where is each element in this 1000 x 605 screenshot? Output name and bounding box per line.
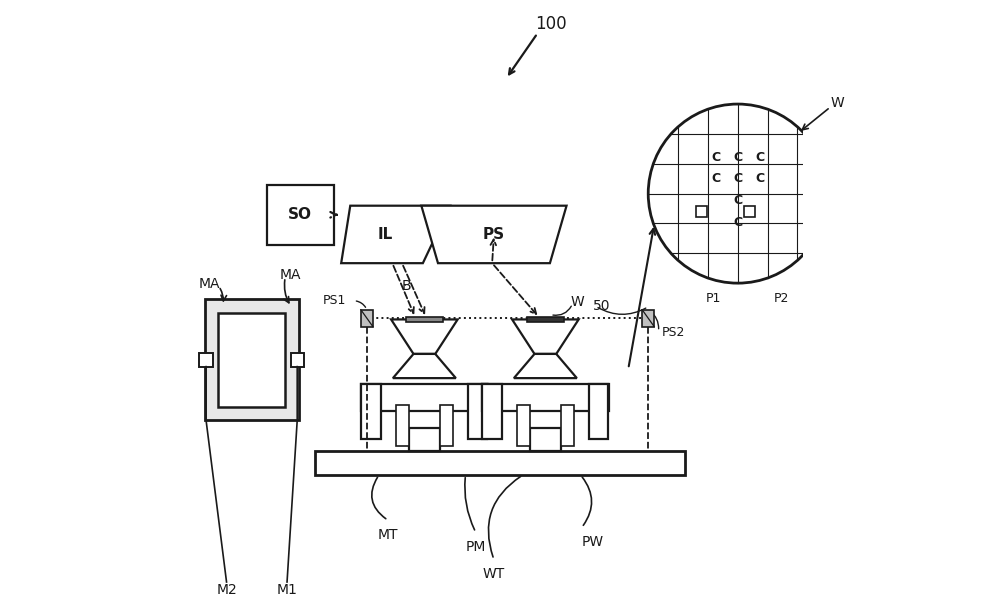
Text: PM: PM <box>466 540 486 554</box>
Text: C: C <box>733 172 742 185</box>
Text: P2: P2 <box>774 292 789 305</box>
Text: PS: PS <box>483 227 505 242</box>
Polygon shape <box>391 319 458 354</box>
Text: PS2: PS2 <box>662 326 686 339</box>
Text: MT: MT <box>378 528 398 541</box>
Text: W: W <box>571 295 585 310</box>
Bar <box>517 405 530 446</box>
Bar <box>291 353 304 367</box>
Text: C: C <box>711 151 721 164</box>
Text: C: C <box>756 151 765 164</box>
Bar <box>361 310 373 327</box>
Bar <box>560 405 574 446</box>
Bar <box>361 384 488 411</box>
Bar <box>199 353 213 367</box>
Circle shape <box>648 104 827 283</box>
Text: PW: PW <box>582 535 604 549</box>
Bar <box>440 405 453 446</box>
Text: C: C <box>733 216 742 229</box>
Bar <box>361 384 381 439</box>
Text: W: W <box>830 96 844 110</box>
Text: MA: MA <box>199 277 220 292</box>
Bar <box>315 451 685 475</box>
Text: PS1: PS1 <box>322 294 346 307</box>
Bar <box>530 428 560 451</box>
Polygon shape <box>341 206 450 263</box>
Polygon shape <box>393 354 456 378</box>
Text: M2: M2 <box>216 583 237 597</box>
Polygon shape <box>421 206 567 263</box>
Bar <box>642 310 654 327</box>
Text: SO: SO <box>288 208 312 222</box>
Text: WT: WT <box>483 567 505 581</box>
Bar <box>409 428 440 451</box>
Text: 50: 50 <box>593 298 610 313</box>
Bar <box>696 206 707 217</box>
Text: IL: IL <box>377 227 393 242</box>
Text: M1: M1 <box>277 583 297 597</box>
Bar <box>482 384 609 411</box>
Bar <box>589 384 608 439</box>
Text: C: C <box>711 172 721 185</box>
Polygon shape <box>512 319 579 354</box>
Polygon shape <box>514 354 577 378</box>
Bar <box>527 317 564 322</box>
Text: MA: MA <box>279 268 301 283</box>
Bar <box>396 405 409 446</box>
Bar <box>218 313 285 407</box>
Bar <box>267 185 334 245</box>
Text: B: B <box>402 279 412 293</box>
Text: 100: 100 <box>536 15 567 33</box>
Bar <box>744 206 755 217</box>
Bar <box>468 384 487 439</box>
Bar <box>406 317 443 322</box>
Text: C: C <box>733 151 742 164</box>
Text: C: C <box>733 194 742 208</box>
Text: P1: P1 <box>706 292 721 305</box>
Text: C: C <box>756 172 765 185</box>
Bar <box>205 299 299 420</box>
Bar <box>482 384 502 439</box>
